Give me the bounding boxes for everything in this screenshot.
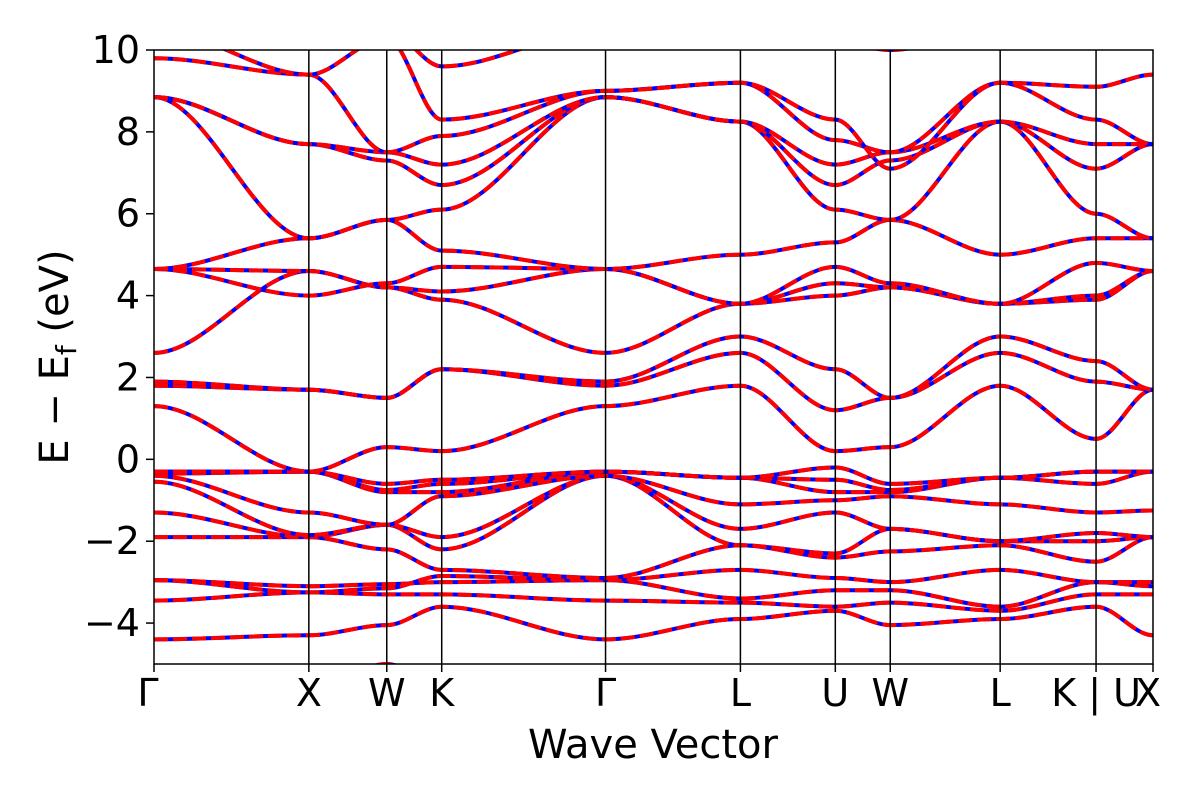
x-tick-label: L <box>990 671 1011 715</box>
band-line-red-7 <box>154 473 1153 544</box>
band-line-red-24 <box>413 50 912 69</box>
y-tick-label: 10 <box>92 28 140 72</box>
band-line-blue-19 <box>154 95 1153 241</box>
band-line-blue-4 <box>154 567 1153 595</box>
x-axis-label: Wave Vector <box>528 722 779 768</box>
band-line-red-19 <box>154 95 1153 241</box>
band-line-red-11 <box>154 465 1153 486</box>
x-tick-label: W <box>871 671 909 715</box>
y-axis: −4 −2 0 2 4 6 8 10 <box>84 28 154 645</box>
band-line-blue-18 <box>154 217 1153 272</box>
x-tick-label: K | U <box>1051 671 1141 716</box>
plot-frame <box>153 49 1154 665</box>
y-axis-label-subscript: f <box>50 344 83 355</box>
band-line-red-5 <box>154 535 1153 581</box>
y-axis-label-main: E − E <box>32 355 78 465</box>
y-axis-label-unit: (eV) <box>32 249 78 345</box>
y-tick-label: 2 <box>116 355 140 399</box>
band-line-red-14 <box>154 334 1153 400</box>
x-tick-label: X <box>1135 671 1161 715</box>
band-line-blue-20 <box>154 95 1153 188</box>
y-tick-label: 8 <box>116 110 140 154</box>
x-tick-label: Γ <box>137 671 158 715</box>
band-line-red-12 <box>154 383 1153 474</box>
kpoint-lines <box>308 50 1097 664</box>
x-tick-label: L <box>730 671 751 715</box>
band-line-red-21 <box>154 95 1153 167</box>
band-line-blue-12 <box>154 383 1153 474</box>
y-tick-label: −4 <box>84 601 140 645</box>
bands-layer <box>154 50 1153 664</box>
band-line-red-18 <box>154 217 1153 272</box>
band-line-red-17 <box>154 260 1153 306</box>
band-line-blue-14 <box>154 334 1153 400</box>
x-tick-label: W <box>368 671 406 715</box>
x-tick-label: U <box>821 671 849 715</box>
y-tick-label: 0 <box>116 437 140 481</box>
x-tick-label: Γ <box>595 671 616 715</box>
y-tick-label: −2 <box>84 519 140 563</box>
band-line-red-20 <box>154 95 1153 188</box>
y-tick-label: 4 <box>116 274 140 318</box>
band-line-red-2 <box>154 590 1153 613</box>
x-tick-label: K <box>429 671 455 715</box>
y-axis-label: E − Ef (eV) <box>32 249 83 464</box>
band-line-red-4 <box>154 567 1153 595</box>
band-line-blue-24 <box>413 50 912 69</box>
x-tick-label: X <box>296 671 322 715</box>
band-line-red-15 <box>154 268 1153 355</box>
band-line-red-1 <box>154 604 1153 642</box>
band-line-red-3 <box>154 578 1153 609</box>
band-line-blue-21 <box>154 95 1153 167</box>
band-line-blue-16 <box>154 266 1153 306</box>
y-tick-label: 6 <box>116 192 140 236</box>
band-line-red-8 <box>154 473 1153 527</box>
band-line-red-16 <box>154 266 1153 306</box>
